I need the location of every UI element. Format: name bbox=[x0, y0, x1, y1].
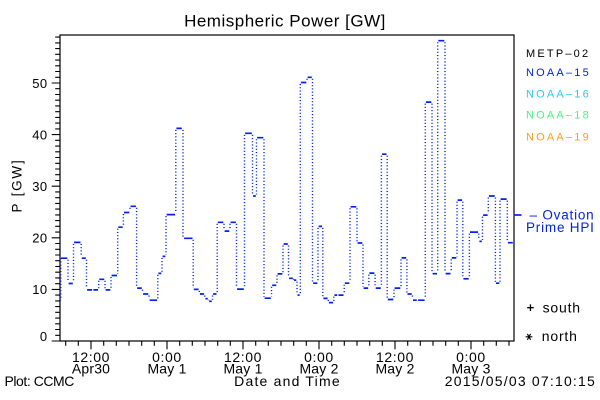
svg-text:north: north bbox=[542, 328, 578, 344]
svg-text:May 1: May 1 bbox=[223, 361, 262, 377]
svg-text:12:00: 12:00 bbox=[224, 349, 262, 365]
svg-text:30: 30 bbox=[32, 179, 47, 194]
svg-text:NOAA–19: NOAA–19 bbox=[526, 131, 591, 143]
svg-text:May 2: May 2 bbox=[299, 361, 338, 377]
svg-text:Hemispheric Power [GW]: Hemispheric Power [GW] bbox=[184, 12, 386, 31]
svg-text:12:00: 12:00 bbox=[72, 349, 110, 365]
svg-text:NOAA–16: NOAA–16 bbox=[526, 88, 591, 100]
svg-text:May 1: May 1 bbox=[147, 361, 186, 377]
svg-text:Prime HPI: Prime HPI bbox=[526, 220, 595, 235]
svg-text:P [GW]: P [GW] bbox=[10, 158, 25, 212]
svg-text:2015/05/03 07:10:15: 2015/05/03 07:10:15 bbox=[445, 373, 596, 389]
svg-text:0: 0 bbox=[40, 329, 48, 344]
svg-text:Apr30: Apr30 bbox=[72, 361, 110, 377]
svg-text:May 2: May 2 bbox=[375, 361, 414, 377]
svg-text:Plot: CCMC: Plot: CCMC bbox=[5, 373, 75, 389]
svg-text:0:00: 0:00 bbox=[456, 349, 486, 365]
svg-text:12:00: 12:00 bbox=[376, 349, 414, 365]
svg-text:Date and Time: Date and Time bbox=[234, 373, 341, 389]
svg-text:May 3: May 3 bbox=[451, 361, 490, 377]
svg-text:10: 10 bbox=[32, 282, 47, 297]
svg-text:NOAA–15: NOAA–15 bbox=[526, 67, 591, 79]
svg-text:0:00: 0:00 bbox=[304, 349, 334, 365]
svg-text:– Ovation: – Ovation bbox=[530, 208, 595, 223]
svg-text:50: 50 bbox=[32, 76, 47, 91]
svg-text:METP–02: METP–02 bbox=[526, 48, 590, 60]
svg-text:south: south bbox=[543, 300, 581, 316]
svg-text:0:00: 0:00 bbox=[152, 349, 182, 365]
svg-text:40: 40 bbox=[32, 127, 47, 142]
svg-text:NOAA–18: NOAA–18 bbox=[526, 110, 591, 122]
svg-text:20: 20 bbox=[32, 231, 47, 246]
